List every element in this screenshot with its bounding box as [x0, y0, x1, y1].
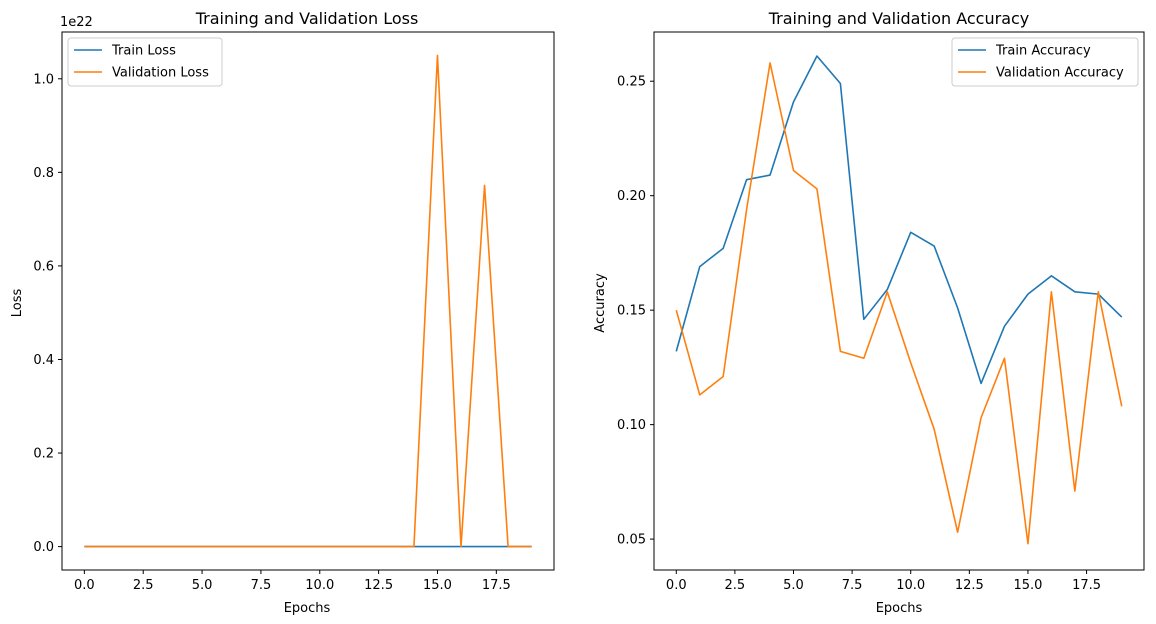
loss-xtick-label: 7.5: [251, 578, 272, 593]
loss-chart-xlabel: Epochs: [284, 601, 331, 616]
accuracy-xtick-label: 17.5: [1072, 578, 1101, 593]
accuracy-xtick-label: 7.5: [842, 578, 863, 593]
accuracy-chart-ylabel: Accuracy: [593, 273, 608, 333]
accuracy-ytick-label: 0.10: [617, 418, 646, 433]
accuracy-chart: Training and Validation Accuracy Epochs …: [593, 9, 1145, 616]
accuracy-ytick-label: 0.20: [617, 189, 646, 204]
accuracy-xtick-label: 15.0: [1013, 578, 1042, 593]
accuracy-ytick-label: 0.25: [617, 75, 646, 90]
loss-chart-ylabel: Loss: [10, 289, 25, 318]
accuracy-legend: Train Accuracy Validation Accuracy: [951, 37, 1139, 87]
accuracy-xtick-label: 10.0: [896, 578, 925, 593]
accuracy-xtick-label: 0.0: [666, 578, 687, 593]
loss-ytick-label: 1.0: [33, 72, 54, 87]
loss-legend-box: [67, 37, 223, 87]
loss-xtick-label: 17.5: [482, 578, 511, 593]
loss-ytick-label: 0.0: [33, 540, 54, 555]
loss-xtick-label: 2.5: [133, 578, 154, 593]
loss-axes-frame: [61, 31, 555, 571]
loss-xtick-label: 0.0: [74, 578, 95, 593]
loss-xtick-label: 5.0: [192, 578, 213, 593]
loss-xtick-label: 10.0: [305, 578, 334, 593]
accuracy-legend-box: [951, 37, 1139, 87]
accuracy-series-train-line: [675, 55, 1123, 385]
loss-xtick-label: 12.5: [364, 578, 393, 593]
loss-ytick-label: 0.6: [33, 259, 54, 274]
accuracy-ytick-label: 0.15: [617, 304, 646, 319]
loss-legend-label: Validation Loss: [112, 66, 209, 81]
accuracy-legend-label: Validation Accuracy: [996, 66, 1124, 81]
accuracy-axes-frame: [653, 31, 1145, 571]
accuracy-xtick-label: 2.5: [725, 578, 746, 593]
accuracy-xtick-label: 12.5: [955, 578, 984, 593]
loss-xtick-label: 15.0: [423, 578, 452, 593]
accuracy-chart-xlabel: Epochs: [876, 601, 923, 616]
accuracy-legend-label: Train Accuracy: [995, 44, 1091, 59]
loss-chart: Training and Validation Loss Epochs Loss…: [10, 9, 555, 616]
loss-chart-title: Training and Validation Loss: [195, 9, 419, 28]
accuracy-chart-title: Training and Validation Accuracy: [768, 9, 1030, 28]
loss-ytick-label: 0.2: [33, 447, 54, 462]
accuracy-series-validation-line: [675, 62, 1123, 545]
accuracy-ytick-label: 0.05: [617, 533, 646, 548]
accuracy-xtick-label: 5.0: [783, 578, 804, 593]
loss-legend: Train Loss Validation Loss: [67, 37, 223, 87]
loss-ytick-label: 0.8: [33, 166, 54, 181]
loss-chart-offset-label: 1e22: [60, 15, 93, 30]
loss-ytick-label: 0.4: [33, 353, 54, 368]
loss-legend-label: Train Loss: [111, 44, 176, 59]
loss-series-validation-line: [84, 54, 532, 548]
